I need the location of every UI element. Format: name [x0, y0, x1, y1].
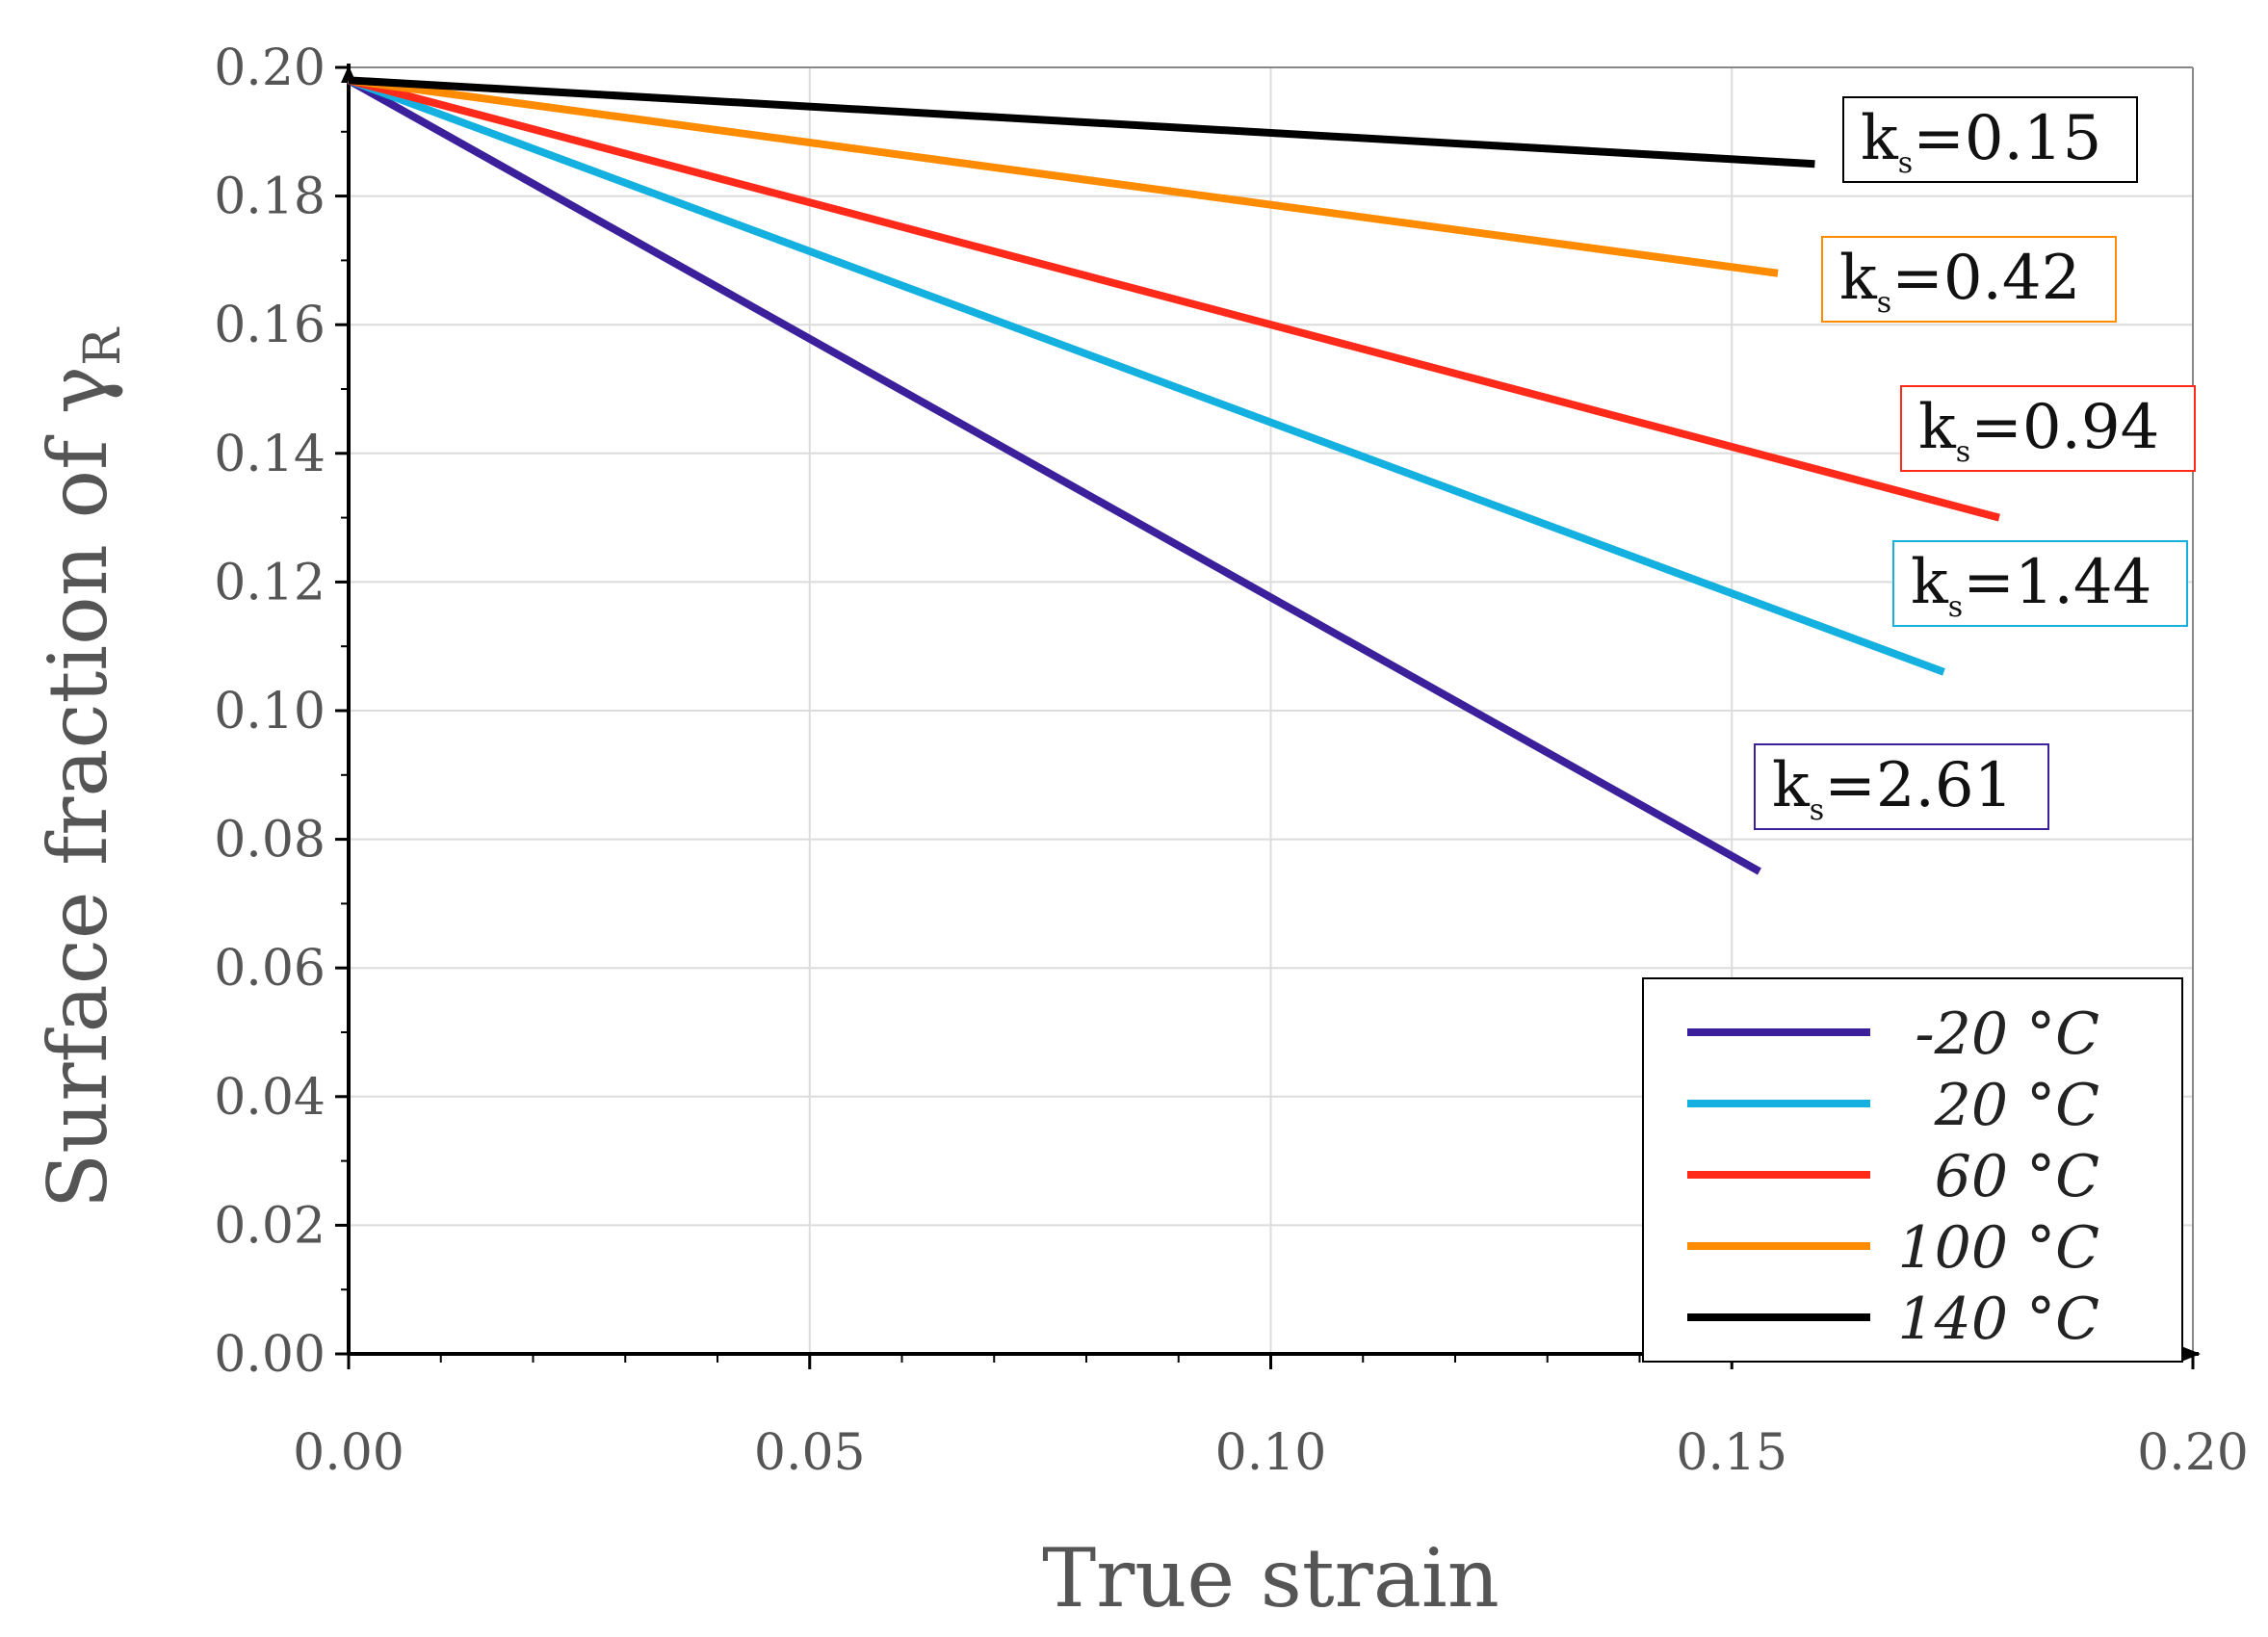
- ks-label: ks=1.44: [1911, 547, 2151, 624]
- ks-label-box: [1892, 540, 2188, 627]
- ks-label-value: =1.44: [1963, 547, 2151, 618]
- x-tick-label: 0.10: [1215, 1424, 1327, 1482]
- y-tick-label: 0.12: [214, 554, 326, 611]
- legend-label: 100 °C: [1897, 1214, 2099, 1282]
- legend-label: 140 °C: [1897, 1286, 2099, 1353]
- y-axis-title: Surface fraction of γR: [31, 326, 132, 1208]
- ks-label-value: =0.94: [1970, 392, 2159, 463]
- x-tick-labels: 0.00 0.05 0.10 0.15 0.20: [293, 1424, 2249, 1482]
- y-tick-label: 0.18: [214, 169, 326, 226]
- ks-label-k: k: [1839, 243, 1878, 314]
- ks-label-subscript: s: [1877, 286, 1891, 320]
- ks-label-subscript: s: [1948, 590, 1963, 624]
- x-tick-label: 0.05: [754, 1424, 866, 1482]
- x-tick-label: 0.20: [2137, 1424, 2249, 1482]
- legend-label: 60 °C: [1935, 1143, 2099, 1210]
- y-axis-title-subscript: R: [74, 326, 132, 366]
- ks-label-box: [1754, 743, 2049, 830]
- y-tick-label: 0.10: [214, 683, 326, 741]
- y-tick-label: 0.04: [214, 1069, 326, 1127]
- y-tick-labels: 0.00 0.02 0.04 0.06 0.08 0.10 0.12 0.14 0.16 0.18…: [214, 39, 326, 1384]
- y-tick-label: 0.00: [214, 1326, 326, 1384]
- y-tick-label: 0.08: [214, 812, 326, 870]
- ks-label-value: =0.15: [1913, 103, 2101, 174]
- series-line: [347, 76, 1761, 875]
- legend-label: 20 °C: [1934, 1072, 2099, 1139]
- y-tick-label: 0.14: [214, 426, 326, 483]
- x-tick-label: 0.00: [293, 1424, 404, 1482]
- y-tick-label: 0.06: [214, 940, 326, 998]
- ks-label-subscript: s: [1810, 793, 1824, 827]
- legend-label: -20 °C: [1915, 1000, 2099, 1068]
- x-tick-label: 0.15: [1676, 1424, 1787, 1482]
- series-line: [347, 76, 2000, 522]
- gridlines: [348, 66, 2194, 1355]
- ks-label: ks=0.42: [1839, 243, 2080, 320]
- ks-label-subscript: s: [1956, 435, 1970, 469]
- y-axis-title-main: Surface fraction of γ: [31, 366, 125, 1208]
- ks-label: ks=2.61: [1772, 750, 2013, 827]
- series-lines: [347, 76, 2000, 875]
- y-tick-label: 0.16: [214, 297, 326, 354]
- ks-label-k: k: [1861, 103, 1899, 174]
- legend-box: [1642, 977, 2183, 1363]
- ks-label-value: =2.61: [1824, 750, 2013, 821]
- y-tick-label: 0.02: [214, 1197, 326, 1255]
- ks-label-k: k: [1911, 547, 1949, 618]
- ks-label-box: [1821, 236, 2117, 323]
- ks-label-value: =0.42: [1891, 243, 2080, 314]
- series-line: [347, 76, 1945, 676]
- x-axis-title: True strain: [1042, 1531, 1499, 1625]
- ks-label-k: k: [1772, 750, 1811, 821]
- ks-label: ks=0.94: [1918, 392, 2159, 469]
- y-tick-label: 0.20: [214, 39, 326, 97]
- ks-label-box: [1900, 385, 2196, 472]
- ks-label: ks=0.15: [1861, 103, 2101, 180]
- series-line: [348, 76, 1779, 277]
- ks-label-subscript: s: [1898, 146, 1913, 180]
- ks-label-box: [1842, 96, 2138, 183]
- series-line: [348, 76, 1815, 169]
- ks-label-k: k: [1918, 392, 1957, 463]
- x-axis-arrow: [2181, 1346, 2201, 1362]
